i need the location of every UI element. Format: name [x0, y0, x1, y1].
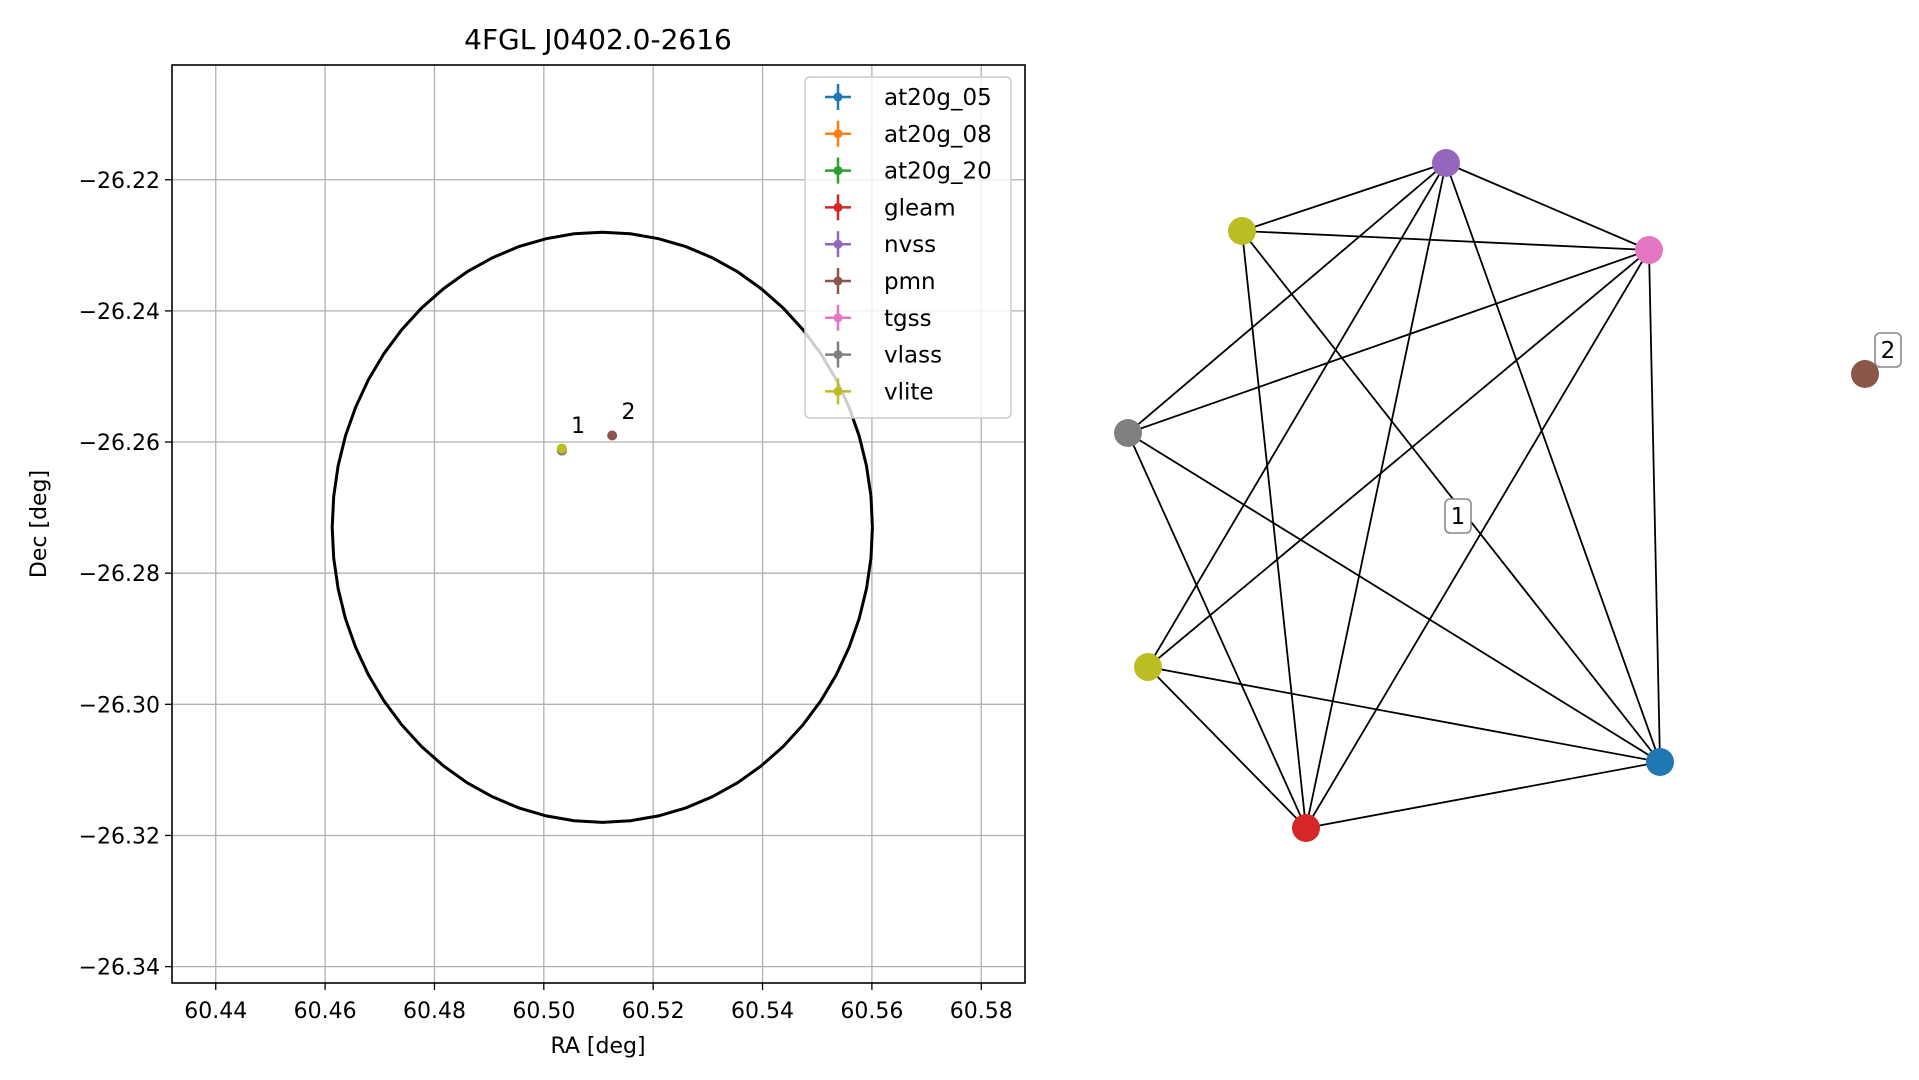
- legend-marker-dot: [833, 166, 843, 176]
- legend-marker-dot: [833, 350, 843, 360]
- chart-title: 4FGL J0402.0-2616: [464, 23, 732, 56]
- x-tick-label: 60.54: [731, 999, 794, 1024]
- legend-marker-dot: [833, 239, 843, 249]
- edge-tgss-vlass: [1127, 249, 1650, 434]
- legend-item-gleam: gleam: [825, 194, 956, 221]
- edge-vlite_a-at20g: [1241, 230, 1661, 763]
- point-annotations: 12: [571, 400, 635, 439]
- x-tick-label: 60.44: [184, 999, 247, 1024]
- legend-item-at20g_20: at20g_20: [825, 157, 992, 185]
- cluster-label-1: 1: [1444, 498, 1472, 534]
- y-tick-label: −26.22: [79, 169, 160, 194]
- legend-marker-dot: [833, 92, 843, 102]
- node-vlass: [1114, 419, 1142, 447]
- y-ticks: −26.22 −26.24 −26.26 −26.28 −26.30 −26.32 −26.…: [79, 169, 172, 981]
- legend-label: at20g_20: [884, 159, 992, 185]
- legend-label: pmn: [884, 269, 936, 295]
- x-tick-label: 60.46: [294, 999, 357, 1024]
- edge-vlass-gleam: [1127, 432, 1307, 829]
- node-gleam: [1292, 814, 1320, 842]
- x-tick-label: 60.52: [622, 999, 685, 1024]
- x-tick-label: 60.48: [403, 999, 466, 1024]
- node-nvss: [1432, 149, 1460, 177]
- x-axis-label: RA [deg]: [550, 1034, 645, 1059]
- edge-nvss-vlite_a: [1241, 162, 1447, 232]
- legend-label: at20g_05: [884, 85, 992, 111]
- y-tick-label: −26.34: [79, 956, 160, 981]
- scatter-panel: 12 60.44 60.46 60.48 60.50 60.52 60.54 60.56 60…: [27, 23, 1026, 1059]
- legend-label: gleam: [884, 195, 956, 221]
- edge-nvss-vlite_b: [1147, 162, 1447, 668]
- legend-label: nvss: [884, 232, 936, 258]
- edge-tgss-vlite_b: [1147, 249, 1650, 668]
- node-pmn: [1851, 360, 1879, 388]
- node-vlite_b: [1134, 653, 1162, 681]
- point-label-1: 1: [571, 414, 585, 439]
- network-edges: [1127, 162, 1661, 829]
- network-nodes: [1114, 149, 1879, 842]
- legend-marker-dot: [833, 386, 843, 396]
- edge-vlite_b-at20g: [1147, 666, 1661, 763]
- network-panel: 12: [1114, 149, 1902, 842]
- legend-marker-dot: [833, 129, 843, 139]
- data-point-pmn: [607, 430, 618, 441]
- edge-nvss-vlass: [1127, 162, 1447, 434]
- legend-item-pmn: pmn: [825, 268, 936, 295]
- edge-nvss-tgss: [1445, 162, 1650, 251]
- edge-vlite_a-gleam: [1241, 230, 1307, 829]
- data-point-vlite: [556, 443, 567, 454]
- legend-label: tgss: [884, 306, 932, 332]
- y-tick-label: −26.26: [79, 431, 160, 456]
- node-at20g: [1646, 748, 1674, 776]
- legend-marker-dot: [833, 313, 843, 323]
- y-tick-label: −26.30: [79, 693, 160, 718]
- legend-label: vlass: [884, 343, 942, 369]
- legend-box: [804, 76, 1012, 419]
- legend-item-at20g_05: at20g_05: [825, 84, 992, 111]
- data-points: [556, 430, 618, 456]
- legend-item-at20g_08: at20g_08: [825, 120, 992, 148]
- x-tick-label: 60.58: [950, 999, 1013, 1024]
- cluster-label-text: 2: [1881, 338, 1896, 364]
- legend-item-tgss: tgss: [825, 304, 932, 332]
- y-tick-label: −26.24: [79, 300, 160, 325]
- cluster-labels: 12: [1444, 332, 1902, 534]
- legend-item-vlite: vlite: [825, 378, 934, 405]
- cluster-label-2: 2: [1874, 332, 1902, 368]
- error-ellipse: [330, 230, 874, 824]
- y-tick-label: −26.28: [79, 562, 160, 587]
- cluster-label-text: 1: [1451, 504, 1466, 530]
- legend-label: at20g_08: [884, 122, 992, 148]
- edge-vlass-at20g: [1127, 432, 1661, 763]
- legend-item-vlass: vlass: [825, 341, 942, 369]
- legend-label: vlite: [884, 379, 934, 405]
- edge-vlite_a-tgss: [1241, 230, 1650, 251]
- x-tick-label: 60.56: [840, 999, 903, 1024]
- node-tgss: [1635, 236, 1663, 264]
- legend-item-nvss: nvss: [825, 231, 936, 258]
- x-ticks: 60.44 60.46 60.48 60.50 60.52 60.54 60.56 60.58: [184, 983, 1013, 1024]
- point-label-2: 2: [621, 400, 635, 425]
- y-tick-label: −26.32: [79, 824, 160, 849]
- edge-nvss-gleam: [1305, 162, 1447, 829]
- edge-vlite_b-gleam: [1147, 666, 1307, 829]
- grid-lines: [172, 65, 1025, 983]
- plot-frame: [171, 64, 1026, 984]
- legend-marker-dot: [833, 202, 843, 212]
- x-tick-label: 60.50: [512, 999, 575, 1024]
- edge-tgss-at20g: [1648, 249, 1661, 763]
- node-vlite_a: [1228, 217, 1256, 245]
- cluster-label-box: [1444, 498, 1472, 534]
- legend-marker-dot: [833, 276, 843, 286]
- edge-nvss-at20g: [1445, 162, 1661, 763]
- cluster-label-box: [1874, 332, 1902, 368]
- edge-tgss-gleam: [1305, 249, 1650, 829]
- y-axis-label: Dec [deg]: [27, 470, 52, 578]
- edge-gleam-at20g: [1305, 761, 1661, 829]
